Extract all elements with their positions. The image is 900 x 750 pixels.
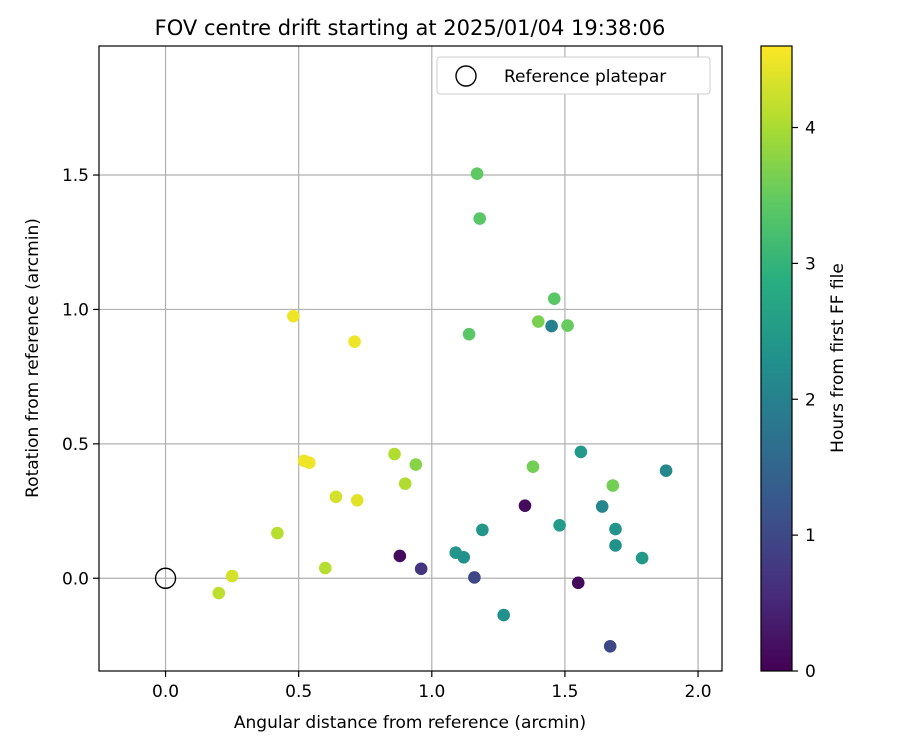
data-point — [287, 309, 300, 323]
data-point — [635, 551, 649, 565]
data-points — [154, 167, 673, 653]
data-point — [303, 456, 316, 469]
colorbar-tick-label: 2 — [805, 390, 816, 410]
y-tick-label: 0.5 — [62, 435, 89, 455]
x-tick-label: 1.5 — [551, 682, 578, 702]
data-point — [212, 586, 226, 600]
data-point — [526, 460, 540, 473]
colorbar-tick-label: 0 — [805, 662, 816, 682]
y-tick-label: 1.5 — [62, 166, 89, 186]
data-point — [553, 519, 566, 532]
colorbar-tick-label: 4 — [805, 119, 816, 139]
data-point — [609, 522, 622, 536]
data-point — [609, 539, 622, 552]
data-point — [414, 562, 428, 576]
data-point — [393, 549, 407, 563]
x-axis-ticks: 0.0 0.5 1.0 1.5 2.0 — [152, 671, 712, 702]
data-point — [388, 447, 401, 461]
reference-platepar-marker — [154, 567, 177, 589]
data-point — [476, 523, 489, 537]
plot-frame — [98, 45, 723, 672]
plot-area — [99, 46, 722, 671]
data-point — [574, 445, 588, 459]
data-point — [468, 571, 481, 584]
x-axis-label: Angular distance from reference (arcmin) — [234, 713, 586, 733]
data-point — [595, 500, 609, 513]
data-point — [603, 639, 617, 653]
data-point — [271, 526, 284, 540]
data-point — [547, 292, 561, 305]
data-point — [518, 499, 532, 512]
data-point — [457, 550, 471, 564]
colorbar-label: Hours from first FF file — [828, 263, 848, 453]
colorbar-gradient — [760, 45, 793, 672]
chart-title: FOV centre drift starting at 2025/01/04 … — [155, 16, 666, 40]
data-point — [659, 464, 673, 478]
y-tick-label: 1.0 — [62, 300, 89, 320]
grid-lines — [99, 46, 722, 671]
data-point — [545, 319, 558, 333]
y-axis-label: Rotation from reference (arcmin) — [23, 218, 43, 498]
data-point — [497, 608, 510, 622]
x-tick-label: 1.0 — [418, 682, 445, 702]
y-axis-ticks: 0.0 0.5 1.0 1.5 — [62, 166, 99, 589]
data-point — [329, 490, 343, 504]
y-tick-label: 0.0 — [62, 569, 89, 589]
colorbar-ticks: 0 1 2 3 4 — [792, 119, 816, 682]
data-point — [606, 479, 620, 492]
data-point — [225, 569, 239, 583]
colorbar-tick-label: 3 — [805, 254, 816, 274]
data-point — [473, 212, 487, 225]
legend-entry-reference-platepar: Reference platepar — [504, 67, 666, 87]
colorbar-tick-label: 1 — [805, 526, 816, 546]
legend-box — [436, 56, 711, 95]
legend: Reference platepar — [436, 56, 711, 95]
data-point — [398, 477, 412, 490]
data-point — [348, 335, 361, 348]
data-point — [350, 494, 364, 507]
data-point — [462, 327, 476, 341]
data-point — [470, 167, 484, 180]
x-tick-label: 0.5 — [285, 682, 312, 702]
x-tick-label: 0.0 — [152, 682, 179, 702]
colorbar: 0 1 2 3 4 Hours from first FF file — [760, 45, 848, 682]
data-point — [409, 458, 423, 471]
data-point — [571, 576, 585, 590]
data-point — [561, 319, 574, 332]
legend-marker-reference-platepar — [455, 65, 477, 87]
x-tick-label: 2.0 — [685, 682, 712, 702]
data-point — [319, 561, 332, 575]
data-point — [531, 315, 545, 328]
